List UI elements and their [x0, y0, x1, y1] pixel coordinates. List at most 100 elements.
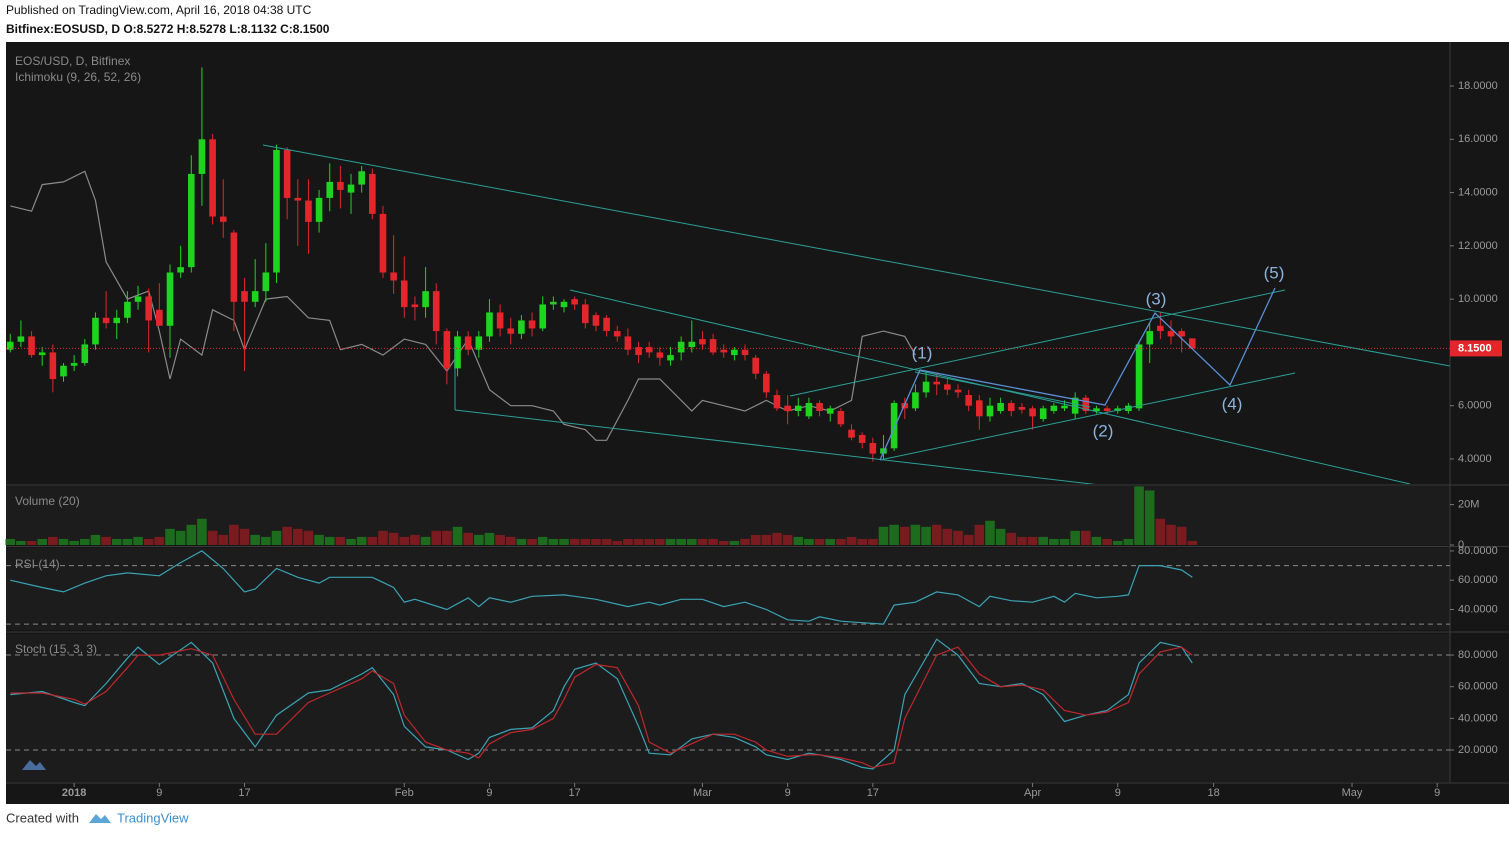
x-tick-label: Feb: [395, 787, 414, 799]
volume-bar: [1187, 540, 1198, 545]
volume-bar: [1166, 524, 1176, 545]
candle-body: [976, 400, 983, 417]
candle-body: [656, 352, 664, 358]
candle-body: [1093, 408, 1100, 412]
volume-bar: [484, 532, 495, 545]
volume-bar: [101, 536, 111, 545]
candle-body: [337, 181, 344, 190]
volume-bar: [26, 540, 37, 545]
candle-body: [582, 304, 589, 324]
rsi-title: RSI (14): [15, 557, 60, 571]
candle-body: [667, 355, 674, 361]
volume-bar: [750, 534, 761, 545]
candle-body: [113, 317, 121, 324]
volume-bar: [143, 538, 154, 545]
volume-bar: [69, 540, 79, 545]
volume-bar: [122, 538, 133, 545]
volume-bar: [1049, 538, 1059, 545]
volume-bar: [346, 538, 356, 545]
volume-bar: [878, 526, 889, 545]
candle-body: [933, 381, 941, 385]
volume-bar: [740, 538, 750, 545]
y-tick-label: 80.0000: [1458, 545, 1498, 557]
candle-body: [1135, 344, 1143, 409]
volume-bar: [1038, 536, 1049, 545]
volume-bar: [452, 526, 463, 545]
candle-body: [890, 403, 898, 449]
candle-body: [1029, 408, 1036, 417]
candle-body: [699, 339, 706, 345]
volume-bar: [527, 538, 537, 545]
y-tick-label: 20M: [1458, 498, 1479, 510]
volume-bar: [261, 536, 271, 545]
candle-body: [1103, 408, 1111, 412]
candle-body: [496, 312, 504, 329]
volume-bar: [676, 538, 686, 545]
candle-body: [315, 197, 323, 222]
trend-line: [879, 372, 1296, 461]
candle-body: [358, 171, 365, 185]
volume-bar: [186, 524, 197, 545]
candle-body: [486, 312, 493, 337]
candle-body: [773, 395, 781, 409]
candle-body: [1082, 397, 1090, 412]
candle-body: [422, 291, 429, 308]
candle-body: [1018, 407, 1026, 410]
volume-bar: [612, 540, 623, 545]
volume-bar: [1091, 536, 1102, 545]
y-tick-label: 10.0000: [1458, 293, 1498, 305]
y-tick-label: 12.0000: [1458, 240, 1498, 252]
candle-body: [720, 349, 728, 353]
volume-bar: [665, 538, 676, 545]
x-tick-label: 9: [486, 787, 492, 799]
indicator-label: Ichimoku (9, 26, 52, 26): [15, 70, 141, 84]
last-price-box: [1450, 340, 1502, 357]
volume-title: Volume (20): [15, 494, 80, 508]
candle-body: [369, 173, 376, 214]
volume-bar: [431, 530, 442, 545]
trend-line: [454, 409, 1096, 484]
candle-body: [166, 272, 174, 326]
candle-body: [1007, 403, 1015, 412]
volume-bar: [516, 538, 527, 545]
stoch-title: Stoch (15, 3, 3): [15, 642, 97, 656]
volume-bar: [1176, 526, 1187, 545]
volume-bar: [474, 534, 484, 545]
volume-bar: [548, 538, 559, 545]
volume-bar: [90, 534, 101, 545]
candle-body: [763, 373, 770, 393]
last-price-label: 8.1500: [1458, 342, 1492, 354]
volume-bar: [537, 536, 548, 545]
candle-body: [826, 408, 834, 414]
trend-line: [262, 144, 1450, 367]
candle-body: [390, 272, 397, 281]
volume-bar: [58, 538, 69, 545]
volume-bar: [218, 534, 229, 545]
y-tick-label: 0: [1458, 539, 1464, 551]
volume-bar: [356, 536, 367, 545]
volume-bar: [378, 530, 388, 545]
footer-brand[interactable]: TradingView: [117, 810, 189, 825]
volume-bar: [399, 536, 410, 545]
volume-bar: [814, 538, 825, 545]
volume-bar: [442, 530, 452, 545]
volume-bar: [282, 526, 292, 545]
volume-bar: [857, 538, 867, 545]
volume-bar: [1059, 538, 1070, 545]
trend-line: [789, 289, 1286, 397]
x-tick-label: 17: [569, 787, 581, 799]
volume-bar: [207, 530, 218, 545]
candle-body: [70, 363, 78, 366]
candle-body: [124, 301, 131, 318]
candle-body: [60, 365, 67, 377]
x-tick-label: May: [1342, 787, 1363, 799]
volume-bar: [889, 524, 899, 545]
rsi-line: [10, 550, 1193, 625]
volume-bar: [303, 530, 314, 545]
volume-bar: [80, 538, 90, 545]
candle-body: [17, 336, 25, 342]
candle-body: [752, 357, 759, 374]
y-tick-label: 60.0000: [1458, 574, 1498, 586]
volume-bar: [1112, 540, 1123, 545]
